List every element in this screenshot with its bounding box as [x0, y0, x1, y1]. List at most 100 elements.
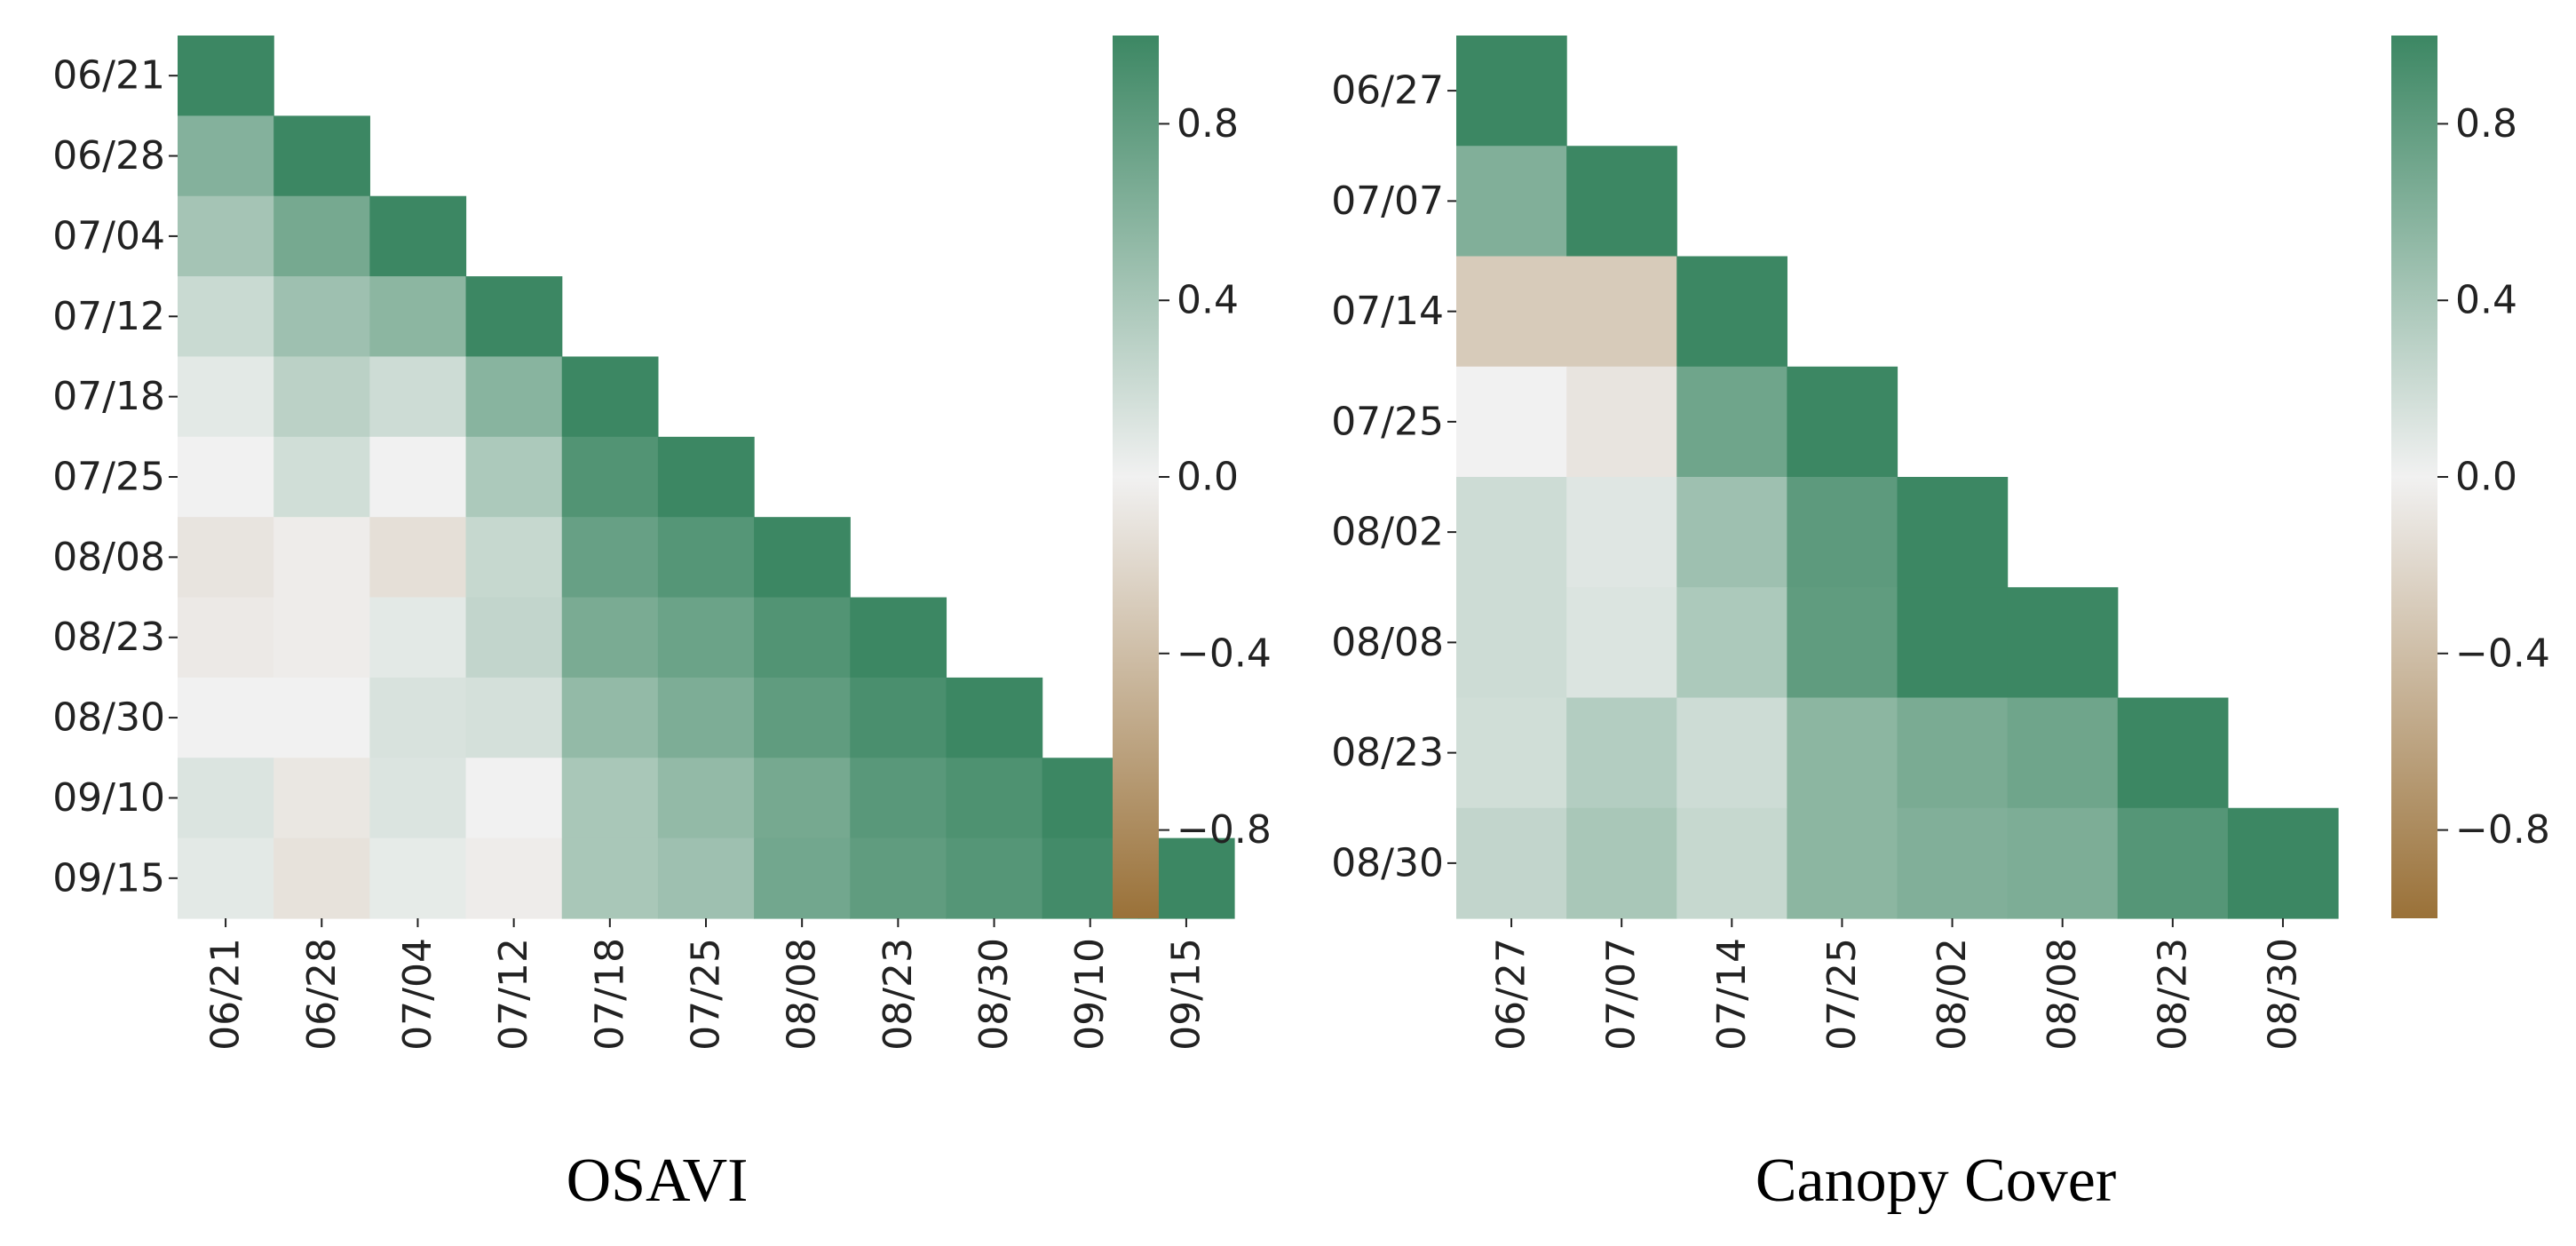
heatmap-canopy-cover: 06/27 07/07 07/14 07/25 08/02 08/08 08/23 08/30… [1331, 36, 2550, 1215]
heatmap-cell [1566, 697, 1677, 809]
colorbar-tick-label: −0.8 [2455, 807, 2550, 853]
heatmap-cell [273, 837, 370, 919]
heatmap-cell [2007, 587, 2119, 699]
heatmap-cell [1676, 256, 1787, 368]
heatmap-cell [1676, 807, 1787, 919]
x-tick-label: 07/04 [395, 938, 440, 1051]
x-tick-label: 09/15 [1163, 938, 1209, 1051]
heatmap-cell [1456, 697, 1567, 809]
heatmap-cell [1676, 587, 1787, 699]
heatmap-cell [561, 597, 659, 679]
colorbar-gradient [2391, 36, 2437, 918]
heatmap-cell [273, 356, 370, 438]
colorbar-tick-label: 0.4 [2455, 278, 2517, 323]
heatmap-cell [2117, 697, 2229, 809]
colorbar-tick-label: −0.4 [1177, 631, 1272, 676]
heatmap-osavi: 06/21 06/28 07/04 07/12 07/18 07/25 08/08 08/23… [52, 36, 1272, 1215]
heatmap-cell [2117, 807, 2229, 919]
heatmap-cell [946, 677, 1043, 758]
colorbar-tick-label: 0.0 [2455, 455, 2517, 500]
y-tick-label: 07/07 [1331, 179, 1444, 224]
y-tick-label: 06/28 [52, 133, 165, 179]
heatmap-cell [1676, 697, 1787, 809]
y-tick-label: 09/10 [52, 775, 165, 821]
y-tick-label: 07/18 [52, 374, 165, 419]
y-tick-label: 08/08 [1331, 620, 1444, 665]
heatmap-cell [1897, 807, 2009, 919]
heatmap-cell [273, 677, 370, 758]
x-tick-label: 08/23 [876, 938, 921, 1051]
y-tick-label: 07/04 [52, 213, 165, 258]
heatmap-cell [178, 195, 274, 277]
heatmap-cell [657, 677, 755, 758]
heatmap-cell [657, 597, 755, 679]
heatmap-cell [273, 597, 370, 679]
x-tick-label: 07/07 [1599, 938, 1645, 1051]
heatmap-cell [369, 276, 467, 358]
heatmap-cell [273, 436, 370, 518]
heatmap-cell [754, 597, 851, 679]
heatmap-cells [178, 36, 1235, 919]
heatmap-cell [1787, 477, 1898, 588]
heatmap-cell [2007, 807, 2119, 919]
heatmap-cell [178, 356, 274, 438]
heatmap-cell [850, 837, 947, 919]
colorbar-gradient [1113, 36, 1159, 918]
heatmap-cell [369, 677, 467, 758]
x-tick-label: 07/12 [491, 938, 536, 1051]
y-tick-labels: 06/27 07/07 07/14 07/25 08/02 08/08 08/23 08/30 [1331, 68, 1456, 885]
y-tick-label: 06/21 [52, 53, 165, 99]
heatmap-cell [1456, 146, 1567, 258]
x-tick-label: 07/25 [684, 938, 729, 1051]
heatmap-cell [561, 356, 659, 438]
x-tick-labels: 06/27 07/07 07/14 07/25 08/02 08/08 08/23 08/30 [1489, 918, 2305, 1051]
heatmap-cell [1676, 366, 1787, 478]
heatmap-cell [369, 597, 467, 679]
heatmap-cell [465, 837, 563, 919]
heatmap-cell [465, 597, 563, 679]
x-tick-label: 08/08 [780, 938, 825, 1051]
x-tick-label: 06/21 [203, 938, 249, 1051]
y-tick-label: 09/15 [52, 855, 165, 901]
heatmap-cell [657, 436, 755, 518]
chart-title: OSAVI [567, 1147, 749, 1215]
heatmap-cell [946, 758, 1043, 839]
heatmap-cell [465, 436, 563, 518]
y-tick-label: 08/30 [52, 695, 165, 741]
heatmap-cell [946, 837, 1043, 919]
heatmap-cell [1566, 477, 1677, 588]
heatmap-cell [178, 517, 274, 599]
heatmap-cell [561, 436, 659, 518]
heatmap-cell [1787, 697, 1898, 809]
heatmap-cell [465, 276, 563, 358]
y-tick-label: 08/02 [1331, 510, 1444, 555]
heatmap-cell [657, 517, 755, 599]
y-tick-label: 07/25 [1331, 399, 1444, 444]
heatmap-cell [273, 195, 370, 277]
heatmap-cell [561, 758, 659, 839]
heatmap-cell [1897, 587, 2009, 699]
heatmap-cell [465, 517, 563, 599]
heatmap-cell [754, 677, 851, 758]
heatmap-cell [850, 597, 947, 679]
heatmap-cell [369, 195, 467, 277]
heatmap-cell [754, 517, 851, 599]
heatmap-cell [850, 677, 947, 758]
heatmap-cell [178, 436, 274, 518]
y-tick-label: 07/25 [52, 455, 165, 500]
y-tick-label: 07/12 [52, 294, 165, 339]
heatmap-cell [1456, 256, 1567, 368]
x-tick-label: 08/02 [1930, 938, 1975, 1051]
heatmap-cell [1566, 807, 1677, 919]
heatmap-cell [1456, 477, 1567, 588]
x-tick-label: 09/10 [1067, 938, 1113, 1051]
heatmap-cell [178, 276, 274, 358]
heatmap-cell [1787, 366, 1898, 478]
heatmap-cell [754, 758, 851, 839]
heatmap-cell [369, 758, 467, 839]
heatmap-cell [1897, 477, 2009, 588]
colorbar: 0.8 0.4 0.0 −0.4 −0.8 [2391, 36, 2550, 918]
heatmap-cell [561, 677, 659, 758]
heatmap-cell [1566, 146, 1677, 258]
